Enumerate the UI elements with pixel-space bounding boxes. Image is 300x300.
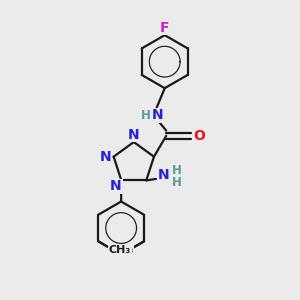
Text: H: H <box>172 164 182 178</box>
Text: CH₃: CH₃ <box>109 245 131 255</box>
Text: N: N <box>152 108 164 122</box>
Text: N: N <box>100 150 111 164</box>
Text: H: H <box>172 176 182 189</box>
Text: F: F <box>160 21 169 35</box>
Text: N: N <box>110 179 122 193</box>
Text: CH₃: CH₃ <box>111 245 134 255</box>
Text: N: N <box>158 168 170 182</box>
Text: N: N <box>128 128 140 142</box>
Text: H: H <box>141 109 151 122</box>
Text: O: O <box>193 129 205 143</box>
